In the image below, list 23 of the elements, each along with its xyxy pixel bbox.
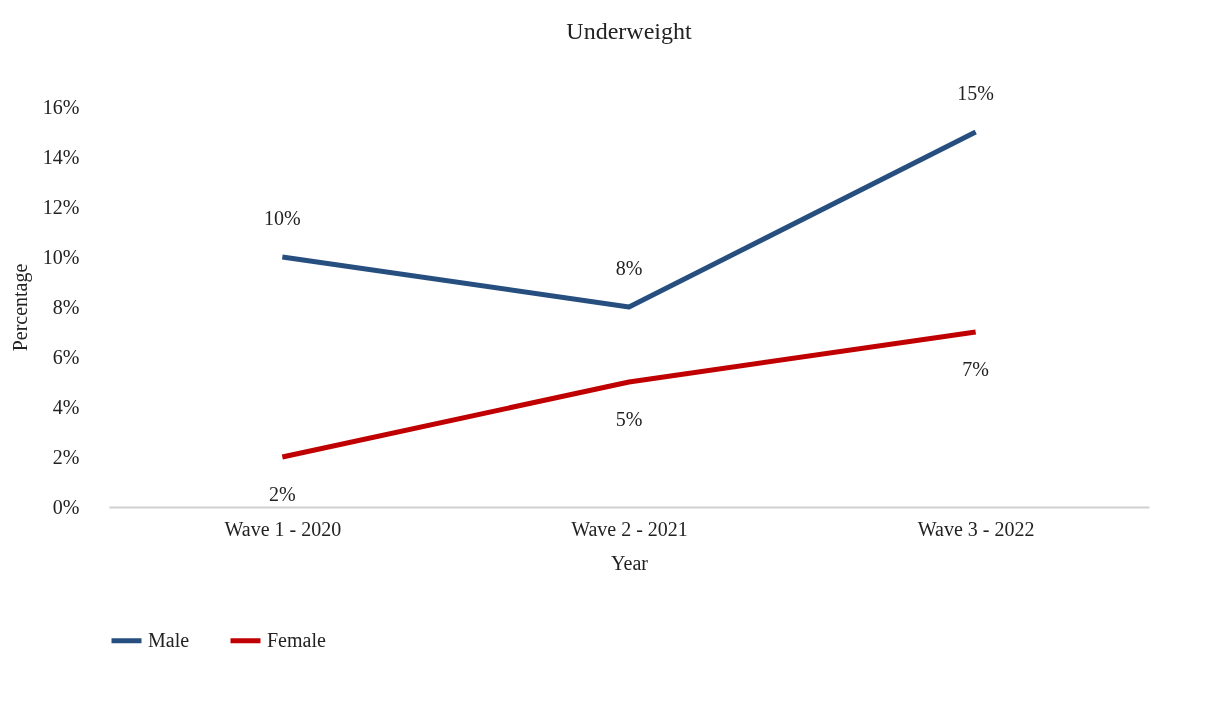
y-tick-label: 16%	[42, 95, 80, 118]
chart-title: Underweight	[566, 18, 692, 44]
y-tick-label: 4%	[52, 395, 80, 418]
y-axis-title: Percentage	[8, 263, 32, 352]
data-label: 7%	[962, 358, 989, 380]
data-label: 8%	[615, 257, 643, 279]
y-tick-label: 14%	[42, 145, 80, 168]
y-tick-label: 12%	[42, 195, 80, 218]
x-tick-label: Wave 2 - 2021	[571, 517, 688, 540]
data-label: 10%	[264, 207, 301, 229]
y-tick-label: 2%	[52, 445, 80, 468]
x-tick-label: Wave 3 - 2022	[917, 517, 1035, 540]
data-label: 15%	[957, 82, 994, 104]
x-tick-label: Wave 1 - 2020	[224, 517, 342, 540]
y-tick-label: 8%	[52, 295, 80, 318]
data-label: 5%	[615, 408, 643, 430]
legend-label: Male	[148, 628, 190, 651]
y-tick-label: 10%	[42, 245, 80, 268]
data-label: 2%	[269, 483, 296, 505]
y-tick-label: 6%	[52, 345, 80, 368]
x-axis-title: Year	[611, 551, 649, 574]
legend-label: Female	[267, 628, 326, 651]
y-tick-label: 0%	[52, 495, 80, 518]
